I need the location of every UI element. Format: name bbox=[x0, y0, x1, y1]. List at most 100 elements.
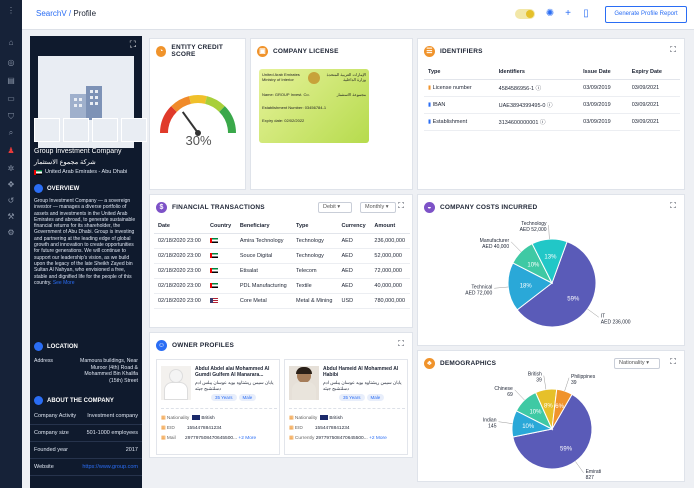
pie-slice-emirati bbox=[512, 393, 593, 470]
network-icon[interactable]: ✲ bbox=[7, 164, 15, 173]
owner-name: Abdul Hameid Al Mohammed Al Habibi bbox=[323, 366, 399, 378]
identifiers-table: Type Identifiers Issue Date Expiry Date … bbox=[424, 65, 680, 131]
uk-flag-icon bbox=[319, 415, 328, 421]
address-label: Address bbox=[34, 358, 54, 364]
transactions-table: Date Country Beneficiary Type Currency Amount… bbox=[154, 219, 410, 309]
compass-icon[interactable]: ◎ bbox=[7, 58, 15, 67]
about-list: Company Activity Investment company Compa… bbox=[30, 408, 142, 476]
expand-icon[interactable]: ⛶ bbox=[670, 357, 676, 366]
pie-value-label: 10% bbox=[527, 262, 540, 268]
license-card-image: United Arab Emirates Ministry of Interio… bbox=[259, 69, 369, 143]
owner-card[interactable]: Abdul Abdel alai Mohammed Al Gumdi Gulfe… bbox=[156, 359, 280, 455]
pie-value-label: 59% bbox=[560, 446, 573, 452]
menu-icon[interactable]: ⋮ bbox=[7, 6, 15, 15]
page-title: Profile bbox=[73, 9, 97, 18]
table-row[interactable]: 02/18/2020 23:00 Core Metal Metal & Mining… bbox=[154, 293, 410, 309]
thumbnail[interactable] bbox=[92, 118, 118, 142]
user-icon: ☺ bbox=[156, 339, 167, 351]
owner-name-ar: يابان سيمن ريشتاوه بويه عوسان يبلس ادم د… bbox=[323, 380, 402, 391]
address-row: Address Mamoura buildings, Near Muroor (… bbox=[34, 358, 138, 384]
expand-icon[interactable]: ⛶ bbox=[129, 39, 136, 49]
generate-report-button[interactable]: Generate Profile Report bbox=[605, 6, 687, 23]
about-row: Company size 501-1000 employees bbox=[30, 425, 142, 442]
add-icon[interactable]: + bbox=[565, 8, 571, 19]
history-icon[interactable]: ↺ bbox=[7, 196, 15, 205]
thumbnail[interactable] bbox=[121, 118, 147, 142]
demographics-filter[interactable]: Nationality ▾ bbox=[614, 358, 660, 369]
pie-category-label: Chinese bbox=[494, 386, 513, 392]
search-icon[interactable]: ⌕ bbox=[8, 128, 14, 137]
uae-flag-icon bbox=[210, 238, 219, 244]
iban-type-icon: ▮ bbox=[428, 102, 432, 108]
transactions-card: $ FINANCIAL TRANSACTIONS Debit ▾ Monthly … bbox=[149, 194, 413, 328]
chart-icon[interactable]: ▤ bbox=[7, 76, 15, 85]
building-icon bbox=[70, 86, 102, 120]
about-row: Website https://www.group.com bbox=[30, 459, 142, 476]
about-heading: ABOUT THE COMPANY bbox=[30, 396, 118, 405]
overview-text: Group Investment Company — a sovereign i… bbox=[34, 198, 136, 286]
shield-icon[interactable]: ⛉ bbox=[8, 112, 14, 121]
credit-score-value: 30% bbox=[185, 133, 212, 148]
address-value: Mamoura buildings, Near Muroor (4th) Roa… bbox=[80, 358, 138, 384]
pie-category-label: 39 bbox=[536, 378, 542, 384]
col-expiry-date: Expiry Date bbox=[627, 65, 680, 80]
owner-name-ar: يابان سيمن ريشتاوه بويه عوسان يبلس ادم د… bbox=[195, 380, 274, 391]
owners-card: ☺ OWNER PROFILES ⛶ Abdul Abdel alai Moham… bbox=[149, 332, 413, 458]
pie-value-label: 8% bbox=[544, 403, 553, 409]
credit-score-heading: ◔ ENTITY CREDIT SCORE bbox=[156, 44, 245, 58]
pie-category-label: Technical bbox=[471, 284, 492, 290]
users-icon[interactable]: ♟ bbox=[7, 146, 15, 155]
col-type[interactable]: Type bbox=[424, 65, 495, 80]
pie-category-label: AED 236,000 bbox=[601, 319, 631, 325]
settings-icon[interactable]: ⚙ bbox=[7, 228, 15, 237]
license-icon: ▣ bbox=[257, 45, 268, 57]
gauge-needle bbox=[181, 111, 199, 134]
nav-rail: ⋮ ⌂ ◎ ▤ ▭ ⛉ ⌕ ♟ ✲ ✥ ↺ ⚒ ⚙ bbox=[0, 0, 22, 488]
document-icon[interactable]: ▯ bbox=[583, 8, 589, 19]
location-text: United Arab Emirates - Abu Dhabi bbox=[45, 169, 128, 175]
pie-category-label: Emirati bbox=[586, 469, 602, 475]
table-row[interactable]: 02/18/2020 23:00 Souce Digital Technology A… bbox=[154, 248, 410, 264]
owner-card[interactable]: Abdul Hameid Al Mohammed Al Habibi يابان… bbox=[284, 359, 408, 455]
costs-icon: ◒ bbox=[424, 201, 435, 213]
emblem-icon bbox=[308, 72, 320, 84]
id-card-icon[interactable]: ▭ bbox=[7, 94, 15, 103]
owner-photo bbox=[161, 366, 191, 400]
location-heading: LOCATION bbox=[30, 342, 82, 351]
thumbnail[interactable] bbox=[34, 118, 60, 142]
expand-icon[interactable]: ⛶ bbox=[670, 45, 676, 54]
website-link[interactable]: https://www.group.com bbox=[82, 464, 138, 470]
debit-select[interactable]: Debit ▾ bbox=[318, 202, 352, 213]
pie-category-label: IT bbox=[601, 313, 605, 319]
breadcrumb: SearchV / Profile bbox=[36, 9, 97, 18]
pie-slice-technology bbox=[531, 238, 568, 285]
credit-gauge bbox=[160, 95, 236, 136]
table-row[interactable]: 02/18/2020 23:00 Etisalat Telecom AED 72,000… bbox=[154, 263, 410, 279]
sun-icon[interactable]: ✺ bbox=[545, 8, 555, 19]
table-row[interactable]: 02/18/2020 23:00 PDL Manufacturing Textile… bbox=[154, 278, 410, 294]
company-name: Group Investment Company bbox=[34, 148, 122, 155]
license-heading: ▣ COMPANY LICENSE bbox=[257, 45, 339, 57]
table-row[interactable]: 02/18/2020 23:00 Amira Technology Technolo… bbox=[154, 233, 410, 249]
wrench-icon[interactable]: ⚒ bbox=[7, 212, 15, 221]
about-row: Company Activity Investment company bbox=[30, 408, 142, 425]
costs-card: ◒ COMPANY COSTS INCURRED ⛶ 59% IT AED 236,0… bbox=[417, 194, 685, 346]
identifiers-card: ☰ IDENTIFIERS ⛶ Type Identifiers Issue Da… bbox=[417, 38, 685, 190]
period-select[interactable]: Monthly ▾ bbox=[360, 202, 396, 213]
id-icon: ☰ bbox=[424, 45, 435, 57]
home-icon[interactable]: ⌂ bbox=[8, 38, 14, 47]
app-name[interactable]: SearchV bbox=[36, 9, 67, 18]
expand-icon[interactable]: ⛶ bbox=[398, 339, 404, 348]
overview-heading: OVERVIEW bbox=[30, 184, 83, 193]
expand-icon[interactable]: ⛶ bbox=[398, 201, 404, 210]
theme-toggle[interactable] bbox=[515, 9, 535, 19]
pie-value-label: 18% bbox=[520, 283, 533, 289]
see-more-link[interactable]: See More bbox=[52, 279, 75, 286]
pie-category-label: 145 bbox=[488, 424, 497, 430]
thumbnail[interactable] bbox=[63, 118, 89, 142]
expand-icon[interactable]: ⛶ bbox=[670, 201, 676, 210]
puzzle-icon[interactable]: ✥ bbox=[7, 180, 15, 189]
owners-heading: ☺ OWNER PROFILES bbox=[156, 339, 235, 351]
owner-pills: 35 Years Male bbox=[339, 394, 386, 401]
